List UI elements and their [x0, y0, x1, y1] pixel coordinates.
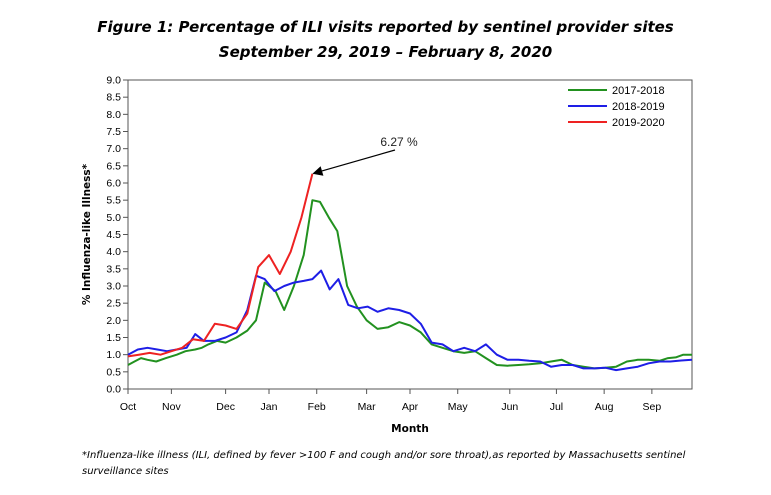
- x-tick-label: Sep: [643, 401, 662, 413]
- footnote: *Influenza-like illness (ILI, defined by…: [82, 450, 686, 477]
- x-tick-label: Aug: [595, 401, 614, 413]
- axes-group: 0.0 0.5 1.0 1.5 2.0 2.5 3.0 3.5 4.0 4.5 5.0 5.5 6.0 6…: [81, 75, 693, 435]
- legend-label: 2017-2018: [612, 85, 665, 97]
- y-tick-label: 7.5: [106, 126, 121, 138]
- y-tick-label: 2.0: [106, 315, 121, 327]
- x-tick-label: May: [448, 401, 469, 413]
- series-line-2019-2020: [127, 173, 314, 358]
- y-tick-label: 3.5: [106, 263, 121, 275]
- series-lines: [127, 173, 693, 372]
- chart-title: Figure 1: Percentage of ILI visits repor…: [97, 18, 674, 36]
- y-tick-label: 9.0: [106, 75, 121, 87]
- y-tick-label: 3.0: [106, 281, 121, 293]
- series-line-2018-2019: [127, 269, 693, 372]
- x-tick-label: Mar: [358, 401, 377, 413]
- series-line-2017-2018: [127, 199, 692, 370]
- y-axis-label: % Influenza-like Illness*: [81, 163, 93, 305]
- y-tick-label: 6.5: [106, 160, 121, 172]
- y-tick-label: 0.5: [106, 366, 121, 378]
- x-tick-label: Feb: [308, 401, 326, 413]
- x-tick-label: Oct: [120, 401, 136, 413]
- y-tick-label: 1.0: [106, 349, 121, 361]
- x-axis-label: Month: [391, 423, 429, 435]
- legend-label: 2018-2019: [612, 101, 665, 113]
- annotation-arrowhead: [312, 166, 324, 176]
- x-tick-label: Nov: [162, 401, 181, 413]
- y-tick-label: 7.0: [106, 143, 121, 155]
- y-tick-label: 4.0: [106, 246, 121, 258]
- annotation-label: 6.27 %: [380, 135, 418, 149]
- y-tick-label: 0.0: [106, 384, 121, 396]
- chart-subtitle: September 29, 2019 – February 8, 2020: [218, 43, 553, 61]
- x-tick-label: Jul: [550, 401, 563, 413]
- y-tick-label: 2.5: [106, 298, 121, 310]
- x-tick-label: Jun: [501, 401, 518, 413]
- annotation-group: 6.27 %: [312, 135, 418, 176]
- y-tick-label: 6.0: [106, 178, 121, 190]
- y-tick-label: 8.0: [106, 109, 121, 121]
- legend-label: 2019-2020: [612, 117, 665, 129]
- y-tick-label: 4.5: [106, 229, 121, 241]
- y-tick-label: 8.5: [106, 92, 121, 104]
- annotation-arrow: [321, 149, 396, 172]
- y-tick-label: 5.0: [106, 212, 121, 224]
- x-tick-label: Jan: [261, 401, 278, 413]
- y-tick-label: 5.5: [106, 195, 121, 207]
- y-tick-label: 1.5: [106, 332, 121, 344]
- legend: 2017-2018 2018-2019 2019-2020: [568, 85, 665, 129]
- x-tick-label: Dec: [216, 401, 235, 413]
- x-tick-label: Apr: [402, 401, 419, 413]
